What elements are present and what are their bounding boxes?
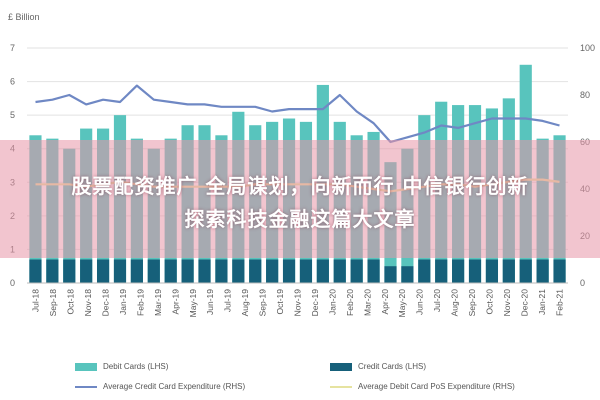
y-left-tick-0: 0 [10,278,15,288]
legend-item-avg-credit: Average Credit Card Expenditure (RHS) [75,382,245,391]
credit-bar [367,259,380,283]
x-tick-label: Mar-19 [153,289,163,316]
x-tick-label: Jun-20 [415,289,425,315]
credit-bar [29,259,42,283]
x-tick-label: Sep-20 [467,289,477,317]
credit-bar [232,259,245,283]
x-tick-label: Oct-18 [66,289,76,315]
credit-bar [130,259,143,283]
x-axis: Jul-18 Sep-18 Oct-18 Nov-18 Dec-18 Jan-19 Feb-… [27,282,568,318]
legend-label-avg-debit: Average Debit Card PoS Expenditure (RHS) [358,382,515,391]
y-left-tick-7: 7 [10,43,15,53]
x-tick-label: Sep-19 [258,289,268,317]
legend-label-avg-credit: Average Credit Card Expenditure (RHS) [103,382,246,391]
legend: Debit Cards (LHS) Credit Cards (LHS) Ave… [0,355,600,400]
credit-bar [249,259,262,283]
y-right-tick-4: 80 [580,90,590,100]
credit-bar [181,259,194,283]
credit-bar [350,259,363,283]
banner-line-2: 探索科技金融这篇大文章 [184,207,416,231]
x-tick-label: Jul-18 [31,289,41,312]
avg-credit-line [35,84,560,144]
y-left-tick-6: 6 [10,77,15,87]
y-right-tick-0: 0 [580,278,585,288]
credit-bar [418,259,431,283]
x-tick-label: Oct-19 [275,289,285,315]
x-tick-label: Mar-20 [362,289,372,316]
y-right-tick-5: 100 [580,43,595,53]
x-tick-label: Jan-19 [118,289,128,315]
x-tick-label: Feb-21 [554,289,564,316]
credit-bar [299,259,313,283]
credit-bar [536,259,549,283]
legend-swatch-avg-debit [330,385,352,388]
credit-bar [384,266,397,283]
x-tick-label: Jan-20 [327,289,337,315]
x-tick-label: Feb-19 [135,289,145,316]
x-tick-label: Sep-18 [48,289,58,317]
credit-bar [282,259,296,283]
y-left-tick-5: 5 [10,110,15,120]
credit-bar [401,266,414,283]
credit-bar [519,259,532,283]
x-tick-label: Aug-20 [450,289,460,317]
x-tick-label: Oct-20 [484,289,494,315]
x-tick-label: Jan-21 [537,289,547,315]
unit-label: £ Billion [8,12,40,22]
credit-bar [316,259,329,283]
x-tick-label: Jul-19 [223,289,233,312]
credit-bar [468,259,482,283]
x-tick-label: Jul-20 [432,289,442,312]
legend-item-avg-debit: Average Debit Card PoS Expenditure (RHS) [330,382,515,391]
x-tick-label: Nov-18 [83,289,93,317]
credit-bar [553,259,566,283]
banner-line-1: 股票配资推广 全局谋划，向新而行 中信银行创新 [71,174,529,198]
legend-item-debit-cards: Debit Cards (LHS) [75,362,168,371]
legend-label-debit: Debit Cards (LHS) [103,362,169,371]
x-tick-label: Nov-19 [293,289,303,317]
x-tick-label: Feb-20 [345,289,355,316]
credit-bar [266,259,279,283]
credit-bar [215,259,228,283]
credit-bar [452,259,465,283]
credit-bar [113,259,127,283]
x-tick-label: Dec-20 [519,289,529,317]
credit-bar [485,259,499,283]
credit-bar [198,259,211,283]
x-tick-label: Dec-18 [101,289,111,317]
credit-bar [96,259,110,283]
overlay-banner [0,140,600,258]
x-tick-label: Apr-19 [170,289,180,315]
credit-bar [80,259,93,283]
legend-swatch-debit [75,362,97,371]
x-tick-label: Apr-20 [380,289,390,315]
credit-bar [502,259,515,283]
x-tick-label: Nov-20 [502,289,512,317]
legend-item-credit-cards: Credit Cards (LHS) [330,362,426,371]
legend-label-credit: Credit Cards (LHS) [358,362,427,371]
x-tick-label: Aug-19 [240,289,250,317]
credit-bar [147,259,160,283]
legend-swatch-credit [330,362,352,371]
credit-bar [46,259,59,283]
x-tick-label: May-20 [397,289,407,318]
x-tick-label: Dec-19 [310,289,320,317]
credit-bar [63,259,76,283]
x-tick-label: May-19 [188,289,198,318]
x-tick-label: Jun-19 [205,289,215,315]
credit-bar [333,259,346,283]
credit-bar [435,259,448,283]
legend-swatch-avg-credit [75,385,97,388]
credit-bar [164,259,177,283]
